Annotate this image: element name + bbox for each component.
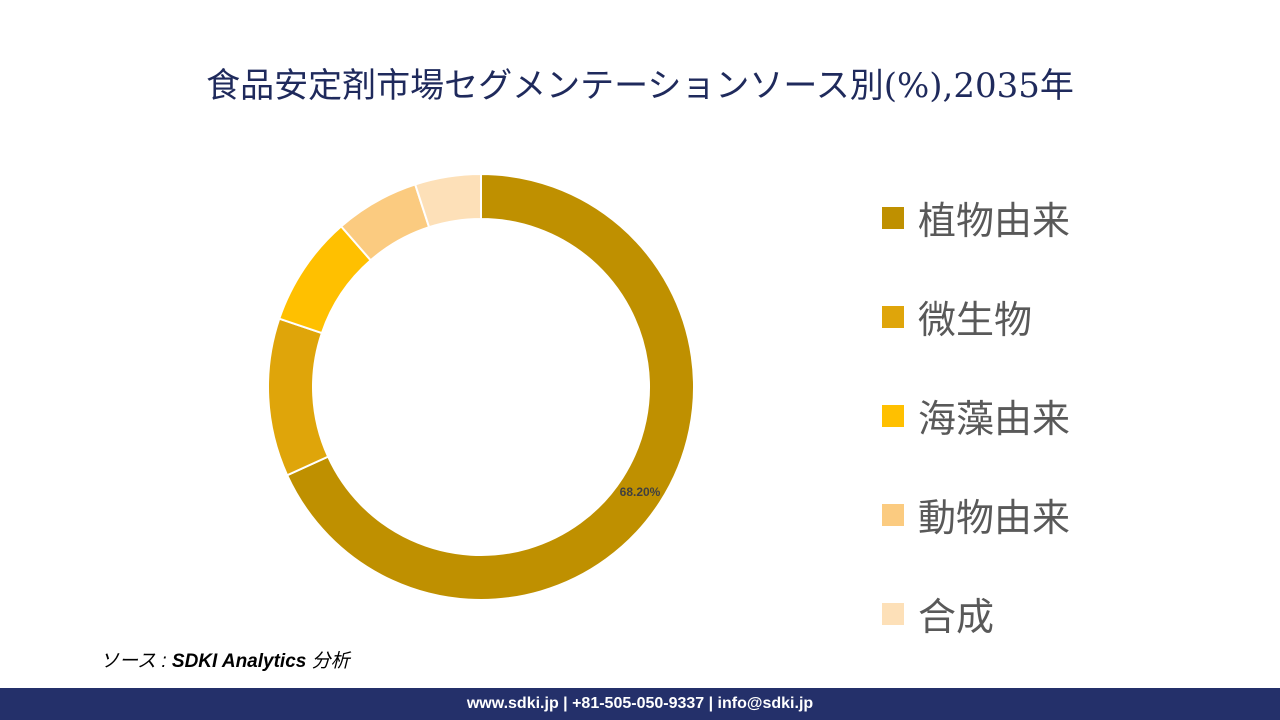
donut-slice-4 [413, 172, 482, 229]
donut-slice-0 [285, 172, 695, 601]
legend-item: 植物由来 [882, 168, 1070, 267]
source-suffix: 分析 [306, 651, 350, 672]
legend-swatch [882, 503, 904, 526]
source-note: ソース : SDKI Analytics 分析 [100, 646, 350, 673]
legend-swatch [882, 404, 904, 427]
legend: 植物由来 微生物 海藻由来 動物由来 合成 [882, 168, 1070, 663]
source-prefix: ソース : [100, 651, 172, 672]
legend-item: 微生物 [882, 267, 1070, 366]
legend-label: 植物由来 [918, 199, 1071, 243]
legend-label: 微生物 [918, 298, 1033, 342]
legend-item: 合成 [882, 564, 1070, 663]
legend-label: 海藻由来 [918, 397, 1071, 441]
chart-title: 食品安定剤市場セグメンテーションソース別(%),2035年 [206, 66, 1074, 106]
legend-swatch [882, 206, 904, 229]
donut-slice-1 [267, 317, 330, 477]
legend-item: 動物由来 [882, 465, 1070, 564]
legend-swatch [882, 305, 904, 328]
legend-label: 合成 [918, 595, 995, 639]
data-label: 68.20% [620, 485, 661, 499]
legend-item: 海藻由来 [882, 366, 1070, 465]
legend-swatch [882, 602, 904, 625]
footer-contact: www.sdki.jp | +81-505-050-9337 | info@sd… [0, 688, 1280, 720]
legend-label: 動物由来 [918, 496, 1071, 540]
source-name: SDKI Analytics [171, 651, 307, 672]
